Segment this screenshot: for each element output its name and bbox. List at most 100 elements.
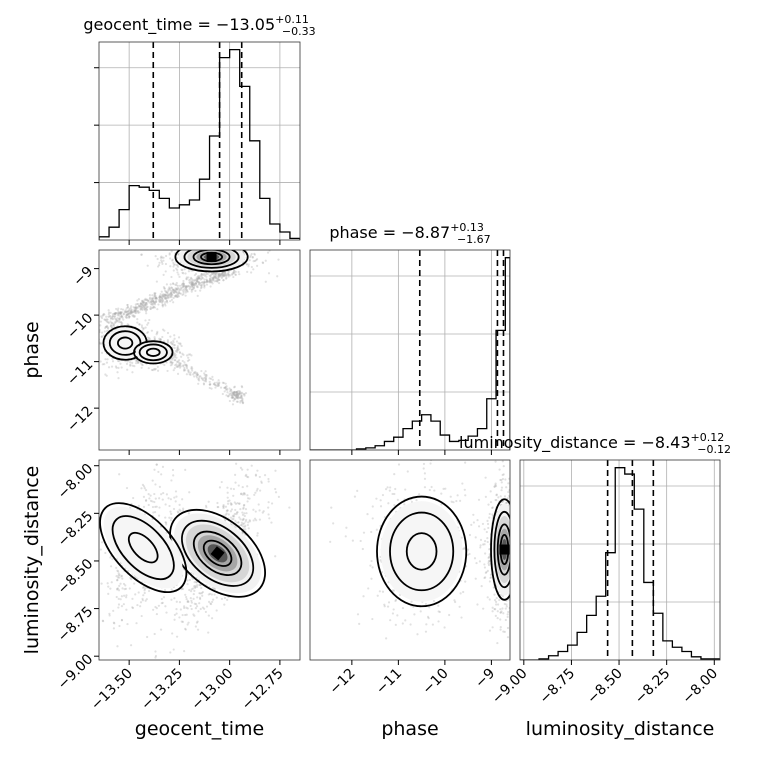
sample-point — [110, 365, 114, 368]
sample-point — [234, 247, 236, 249]
sample-point — [235, 394, 238, 397]
sample-point — [204, 379, 207, 382]
sample-point — [216, 248, 218, 250]
sample-point — [145, 302, 148, 305]
sample-point — [504, 607, 507, 610]
sample-point — [125, 316, 128, 319]
sample-point — [266, 251, 270, 254]
sample-point — [179, 287, 182, 290]
sample-point — [174, 490, 178, 493]
sample-point — [505, 501, 508, 504]
sample-point — [136, 321, 139, 324]
sample-point — [118, 624, 121, 628]
sample-point — [200, 276, 204, 279]
sample-point — [221, 392, 224, 396]
sample-point — [176, 348, 179, 351]
sample-point — [394, 623, 397, 626]
sample-point — [172, 265, 175, 268]
sample-point — [199, 281, 202, 285]
sample-point — [200, 369, 203, 373]
sample-point — [120, 323, 123, 326]
sample-point — [139, 308, 142, 311]
sample-point — [170, 293, 173, 296]
sample-point — [486, 536, 489, 540]
sample-point — [173, 344, 176, 347]
sample-point — [213, 246, 215, 248]
sample-point — [267, 513, 270, 516]
sample-point — [131, 597, 134, 600]
sample-point — [121, 587, 124, 590]
sample-point — [359, 539, 362, 543]
sample-point — [204, 377, 207, 380]
sample-point — [172, 369, 175, 372]
sample-point — [165, 254, 168, 258]
sample-point — [189, 286, 192, 289]
sample-point — [514, 525, 516, 527]
sample-point — [210, 278, 213, 282]
sample-point — [195, 605, 199, 608]
sample-point — [175, 288, 179, 291]
sample-point — [195, 581, 198, 584]
sample-point — [476, 603, 479, 606]
sample-point — [232, 494, 235, 497]
sample-point — [151, 479, 154, 482]
sample-point — [158, 485, 161, 488]
sample-point — [101, 619, 104, 622]
sample-point — [119, 312, 122, 315]
sample-point — [125, 608, 128, 611]
sample-point — [138, 323, 141, 326]
sample-point — [107, 321, 111, 324]
sample-point — [514, 562, 516, 564]
sample-point — [205, 247, 207, 249]
sample-point — [231, 515, 235, 518]
sample-point — [148, 336, 151, 340]
sample-point — [160, 602, 163, 605]
sample-point — [224, 505, 228, 508]
sample-point — [225, 276, 228, 279]
sample-point — [204, 380, 208, 383]
sample-point — [117, 366, 120, 369]
sample-point — [159, 295, 162, 298]
sample-point — [233, 512, 236, 516]
sample-point — [481, 522, 485, 526]
sample-point — [498, 455, 500, 457]
sample-point — [133, 314, 136, 318]
sample-point — [168, 252, 171, 255]
sample-point — [169, 519, 173, 522]
sample-point — [171, 356, 175, 359]
sample-point — [483, 543, 486, 546]
sample-point — [226, 491, 229, 494]
sample-point — [112, 323, 115, 326]
sample-point — [149, 499, 153, 502]
sample-point — [200, 224, 202, 226]
sample-point — [220, 480, 223, 484]
sample-point — [240, 399, 244, 402]
sample-point — [244, 520, 247, 523]
sample-point — [132, 311, 135, 314]
sample-point — [254, 510, 257, 513]
sample-point — [483, 576, 486, 580]
sample-point — [145, 306, 149, 309]
sample-point — [496, 603, 500, 606]
sample-point — [154, 605, 157, 609]
sample-point — [230, 390, 233, 393]
sample-point — [212, 278, 215, 281]
sample-point — [132, 314, 135, 317]
sample-point — [202, 246, 204, 248]
sample-point — [182, 285, 185, 289]
sample-point — [135, 306, 138, 309]
sample-point — [207, 614, 210, 617]
sample-point — [185, 288, 188, 291]
sample-point — [179, 362, 182, 366]
sample-point — [456, 430, 458, 432]
sample-point — [184, 248, 186, 250]
sample-point — [198, 583, 201, 587]
sample-point — [155, 297, 158, 300]
sample-point — [178, 363, 181, 366]
sample-point — [196, 278, 199, 281]
sample-point — [144, 303, 147, 307]
sample-point — [458, 605, 461, 608]
sample-point — [211, 277, 214, 280]
sample-point — [515, 487, 517, 489]
sample-point — [241, 532, 245, 535]
